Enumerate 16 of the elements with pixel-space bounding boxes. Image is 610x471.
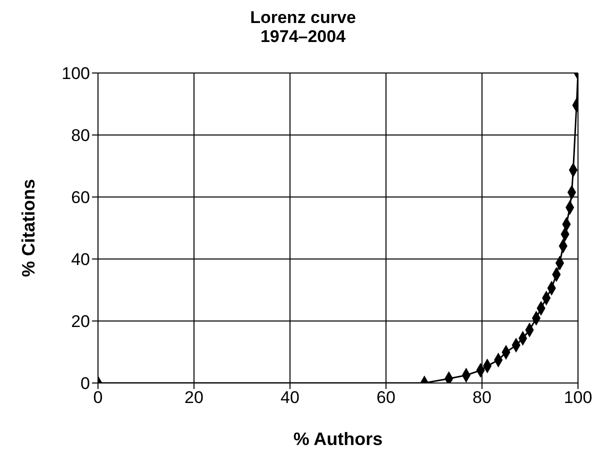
x-tick-label: 20: [184, 388, 204, 408]
y-tick-label: 20: [71, 312, 90, 332]
x-tick-label: 40: [280, 388, 300, 408]
y-tick-label: 60: [71, 188, 90, 208]
x-tick-label: 0: [93, 388, 103, 408]
y-tick-label: 80: [71, 126, 90, 146]
y-tick-label: 100: [62, 64, 90, 84]
y-tick-label: 0: [80, 374, 90, 394]
x-tick-label: 80: [472, 388, 492, 408]
chart-title: Lorenz curve: [249, 8, 357, 27]
x-axis-title: % Authors: [293, 429, 383, 449]
y-tick-label: 40: [71, 250, 90, 270]
y-axis-title: % Citations: [18, 178, 38, 278]
chart-subtitle: 1974–2004: [259, 27, 347, 46]
x-tick-label: 60: [376, 388, 396, 408]
x-tick-label: 100: [564, 388, 592, 408]
